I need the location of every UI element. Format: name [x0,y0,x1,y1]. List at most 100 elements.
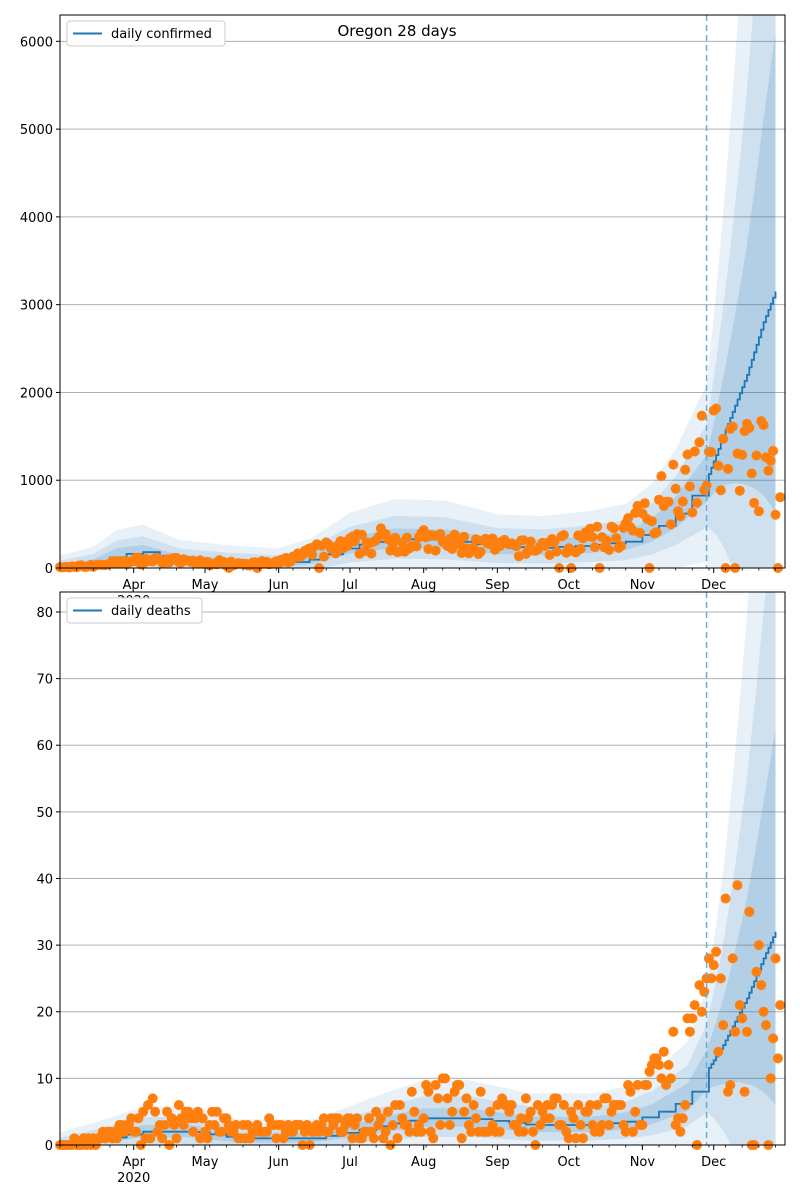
confirmed-legend-box [66,20,226,47]
deaths-y-tick-label: 70 [36,673,53,688]
confirmed-observed-point [675,511,686,522]
deaths-observed-point [753,940,764,951]
confirmed-observed-point [342,540,353,551]
deaths-observed-point [188,1126,199,1137]
confirmed-observed-point [749,497,760,508]
confirmed-observed-point [651,527,662,538]
deaths-observed-point [197,1113,208,1124]
confirmed-observed-point [589,542,600,553]
confirmed-x-tick-label: Sep [485,578,510,593]
deaths-observed-point [734,1000,745,1011]
confirmed-y-tick-label: 1000 [20,474,53,489]
confirmed-x-tick-label: Jul [341,578,358,593]
deaths-observed-point [768,1033,779,1044]
deaths-observed-point [625,1086,636,1097]
deaths-observed-point [112,1133,122,1144]
deaths-uncertainty-band-1 [60,592,776,1145]
deaths-observed-point [430,1080,441,1090]
confirmed-observed-point [656,471,667,482]
deaths-observed-point [525,1106,536,1117]
deaths-observed-point [444,1120,455,1130]
deaths-observed-point [150,1106,161,1117]
confirmed-x-tick-label: Nov [630,578,656,593]
deaths-observed-point [715,973,726,984]
deaths-observed-point [456,1133,467,1144]
confirmed-observed-point [558,530,569,540]
deaths-legend: daily deaths [66,597,203,624]
confirmed-observed-point [770,509,781,520]
confirmed-x-tick-label: Oct [557,578,579,593]
confirmed-observed-point [765,455,776,466]
chart-title: Oregon 28 days [337,22,456,40]
deaths-observed-point [725,1080,736,1090]
confirmed-observed-point [677,496,688,507]
confirmed-observed-point [435,529,446,539]
deaths-observed-point [409,1106,420,1117]
confirmed-observed-point [366,548,377,559]
deaths-observed-point [601,1093,612,1104]
confirmed-observed-point [402,532,412,543]
confirmed-observed-point [715,485,726,496]
confirmed-observed-point [711,403,722,414]
confirmed-observed-point [639,498,650,509]
deaths-observed-point [145,1133,156,1144]
deaths-observed-point [471,1113,481,1124]
deaths-observed-point [528,1126,538,1137]
deaths-observed-point [687,1013,698,1024]
confirmed-observed-point [411,541,422,552]
deaths-observed-point [466,1126,477,1137]
deaths-observed-point [585,1100,596,1110]
deaths-observed-point [744,906,755,917]
deaths-observed-point [216,1126,227,1137]
deaths-observed-point [668,1026,679,1037]
confirmed-observed-point [692,497,702,508]
confirmed-observed-point [604,545,615,555]
confirmed-observed-point [525,536,536,547]
deaths-observed-point [616,1100,626,1110]
deaths-observed-point [718,1020,729,1031]
deaths-observed-point [461,1093,472,1104]
confirmed-legend-label: daily confirmed [111,27,212,42]
deaths-observed-point [428,1133,439,1144]
confirmed-axes-frame [59,14,786,569]
deaths-observed-point [173,1100,184,1110]
deaths-observed-point [394,1100,405,1110]
deaths-observed-point [447,1106,458,1117]
deaths-observed-point [658,1046,669,1057]
confirmed-observed-point [744,422,755,433]
confirmed-observed-point [689,446,700,457]
deaths-observed-point [159,1120,170,1130]
deaths-observed-point [544,1113,555,1124]
confirmed-observed-point [616,541,626,551]
deaths-uncertainty-bands [60,592,776,1145]
deaths-observed-point [699,986,710,997]
confirmed-observed-point [723,463,733,474]
confirmed-uncertainty-band-1 [60,15,776,568]
confirmed-observed-point [587,532,598,542]
confirmed-observed-point [307,549,317,560]
deaths-y-axis: 0 10 20 30 40 50 60 70 80 [36,606,60,1154]
confirmed-uncertainty-band-2 [60,15,776,568]
deaths-observed-point [520,1093,531,1104]
deaths-observed-point [418,1113,429,1124]
deaths-observed-point [435,1120,446,1130]
deaths-observed-point [169,1120,180,1130]
confirmed-observed-point [713,460,724,471]
deaths-observed-point [711,946,722,957]
confirmed-observed-point [668,459,679,470]
confirmed-observed-point [608,523,619,534]
deaths-observed-point [632,1080,643,1090]
confirmed-observed-point [330,548,341,559]
deaths-observed-point [680,1100,691,1110]
deaths-observed-point [689,1000,700,1011]
confirmed-x-tick-label: Apr [122,578,145,593]
deaths-x-tick-label: Oct [557,1155,579,1170]
confirmed-observed-point [727,421,738,432]
deaths-observed-point [568,1113,579,1124]
confirmed-observed-point [758,420,769,430]
deaths-observed-point [563,1133,574,1144]
confirmed-observed-point [454,538,465,549]
deaths-observed-point [392,1133,403,1144]
deaths-observed-point [775,1000,786,1011]
